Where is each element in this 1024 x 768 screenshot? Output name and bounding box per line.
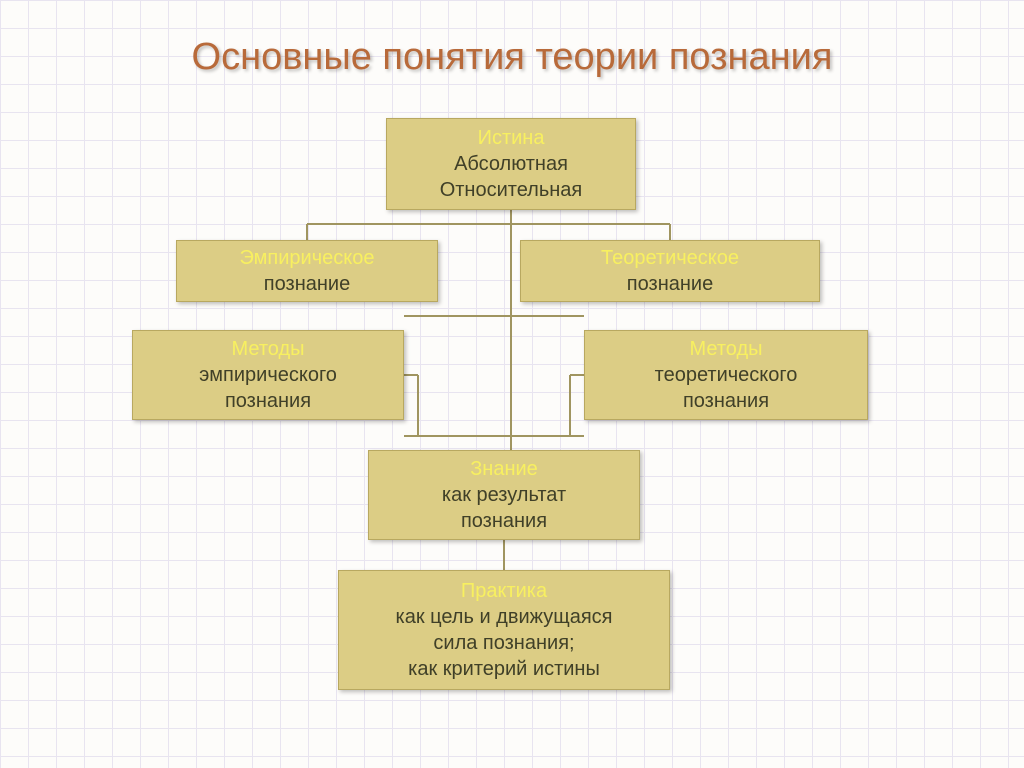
- box-text: познания: [461, 508, 547, 534]
- box-text: Относительная: [440, 177, 583, 203]
- box-text: познания: [683, 388, 769, 414]
- box-header: Методы: [689, 336, 762, 362]
- box-text: теоретического: [655, 362, 798, 388]
- box-header: Теоретическое: [601, 245, 739, 271]
- box-knowledge: Знаниекак результатпознания: [368, 450, 640, 540]
- box-text: Абсолютная: [454, 151, 568, 177]
- box-header: Эмпирическое: [240, 245, 375, 271]
- box-text: как критерий истины: [408, 656, 600, 682]
- box-header: Истина: [478, 125, 545, 151]
- box-m_theo: Методытеоретическогопознания: [584, 330, 868, 420]
- box-text: познание: [264, 271, 350, 297]
- box-empirical: Эмпирическоепознание: [176, 240, 438, 302]
- box-text: познание: [627, 271, 713, 297]
- box-header: Методы: [231, 336, 304, 362]
- box-header: Практика: [461, 578, 547, 604]
- box-m_emp: Методыэмпирическогопознания: [132, 330, 404, 420]
- box-theoretical: Теоретическоепознание: [520, 240, 820, 302]
- page-title: Основные понятия теории познания: [0, 36, 1024, 79]
- box-truth: ИстинаАбсолютнаяОтносительная: [386, 118, 636, 210]
- box-practice: Практикакак цель и движущаясясила познан…: [338, 570, 670, 690]
- box-text: познания: [225, 388, 311, 414]
- box-header: Знание: [470, 456, 538, 482]
- box-text: сила познания;: [433, 630, 574, 656]
- box-text: эмпирического: [199, 362, 337, 388]
- box-text: как цель и движущаяся: [396, 604, 613, 630]
- box-text: как результат: [442, 482, 566, 508]
